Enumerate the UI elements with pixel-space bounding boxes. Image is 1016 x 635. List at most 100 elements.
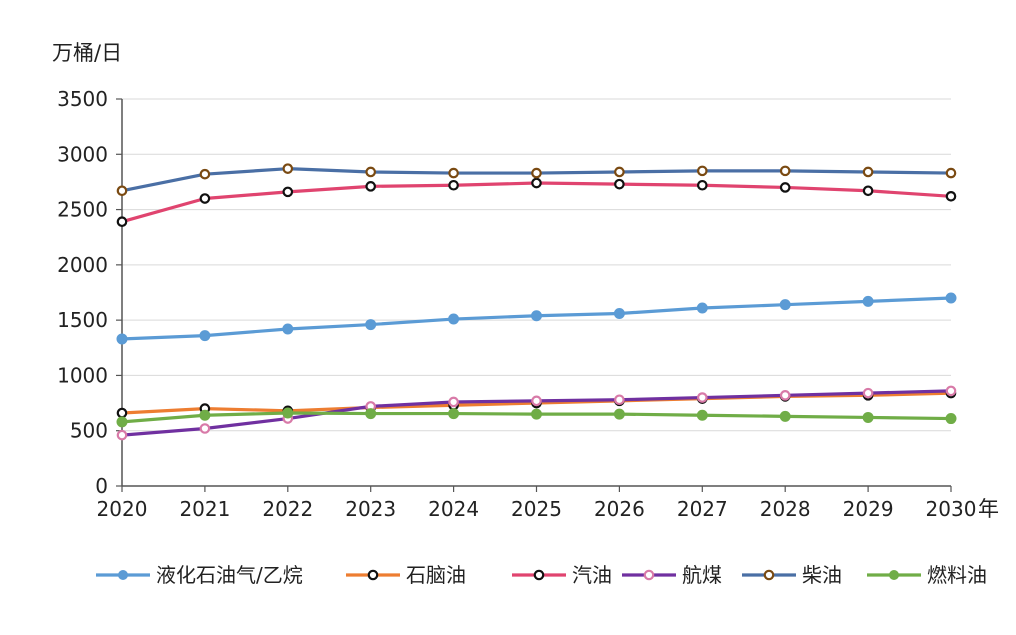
series-6: [116, 407, 957, 428]
y-tick-label: 1500: [57, 308, 108, 332]
data-point: [945, 413, 957, 425]
data-point: [531, 395, 542, 407]
data-point: [613, 308, 625, 320]
legend-label: 燃料油: [927, 563, 987, 587]
legend: 液化石油气/乙烷 石脑油 汽油 航煤 柴油 燃料油: [96, 563, 987, 587]
y-tick-labels: 0 500 1000 1500 2000 2500 3000 3500: [57, 87, 108, 498]
data-point: [282, 186, 294, 198]
data-point: [531, 177, 542, 189]
legend-label: 汽油: [572, 563, 612, 587]
legend-item-3: 汽油: [512, 563, 612, 587]
data-point: [116, 416, 128, 428]
x-tick-label: 2020: [97, 497, 148, 521]
legend-item-1: 液化石油气/乙烷: [96, 563, 303, 587]
data-point: [116, 216, 128, 228]
data-point: [448, 179, 459, 191]
legend-marker: [118, 570, 128, 580]
data-point: [531, 408, 542, 420]
legend-marker: [367, 569, 379, 581]
data-point: [199, 330, 211, 342]
x-tick-label: 2022: [262, 497, 313, 521]
data-point: [282, 407, 294, 419]
x-tick-label: 2024: [428, 497, 479, 521]
series-line: [120, 181, 953, 224]
series-3: [116, 177, 957, 228]
data-point: [614, 178, 625, 190]
data-point: [365, 181, 376, 192]
data-point: [613, 408, 625, 420]
data-point: [614, 394, 625, 406]
data-point: [448, 313, 460, 325]
gridlines: [122, 98, 951, 432]
data-point: [199, 423, 211, 434]
legend-label: 石脑油: [406, 563, 466, 587]
data-point: [531, 167, 542, 179]
data-point: [945, 191, 957, 202]
data-point: [696, 302, 708, 314]
data-point: [862, 295, 874, 307]
series-4: [116, 385, 957, 441]
y-tick-label: 500: [70, 419, 108, 443]
data-point: [945, 385, 957, 397]
x-tick-label: 2028: [760, 497, 811, 521]
y-tick-label: 2500: [57, 198, 108, 222]
y-axis-label: 万桶/日: [52, 41, 122, 65]
legend-marker: [643, 569, 655, 581]
data-point: [282, 323, 294, 335]
legend-item-2: 石脑油: [346, 563, 466, 587]
series-lines: [116, 163, 957, 441]
y-tick-label: 1000: [57, 363, 108, 387]
data-point: [779, 299, 791, 311]
data-point: [862, 166, 874, 178]
data-point: [199, 168, 211, 180]
x-tick-label: 2025: [511, 497, 562, 521]
data-point: [696, 392, 708, 403]
legend-marker: [533, 569, 545, 581]
x-tick-label: 2027: [677, 497, 728, 521]
x-tick-label: 2026: [594, 497, 645, 521]
x-axis-label: 年: [978, 497, 999, 521]
data-point: [614, 166, 625, 178]
data-point: [282, 163, 294, 174]
data-point: [531, 310, 542, 322]
series-1: [116, 292, 957, 345]
x-tick-label: 2029: [843, 497, 894, 521]
data-point: [116, 429, 128, 441]
data-point: [779, 390, 791, 401]
data-point: [116, 407, 128, 419]
data-point: [365, 319, 377, 331]
series-5: [116, 163, 957, 197]
data-point: [862, 387, 874, 399]
data-point: [696, 165, 708, 177]
legend-item-5: 柴油: [742, 563, 842, 587]
data-point: [945, 167, 957, 179]
legend-marker: [889, 570, 899, 580]
axes: [116, 98, 952, 492]
legend-item-4: 航煤: [622, 563, 722, 587]
legend-label: 航煤: [682, 563, 722, 587]
data-point: [365, 166, 376, 178]
data-point: [696, 179, 708, 191]
data-point: [779, 182, 791, 193]
data-point: [779, 165, 791, 177]
data-point: [365, 408, 377, 420]
data-point: [696, 409, 708, 421]
data-point: [448, 167, 459, 179]
y-tick-label: 3000: [57, 142, 108, 166]
x-tick-label: 2021: [179, 497, 230, 521]
x-tick-labels: 2020 2021 2022 2023 2024 2025 2026 2027 2028 2029…: [97, 497, 977, 521]
legend-item-6: 燃料油: [867, 563, 987, 587]
data-point: [862, 185, 874, 197]
data-point: [199, 409, 211, 421]
legend-label: 柴油: [802, 563, 842, 587]
data-point: [116, 185, 128, 197]
data-point: [779, 410, 791, 422]
data-point: [116, 333, 128, 345]
y-tick-label: 0: [95, 474, 108, 498]
y-tick-label: 2000: [57, 253, 108, 277]
data-point: [945, 292, 957, 304]
x-tick-label: 2030: [926, 497, 977, 521]
y-tick-label: 3500: [57, 87, 108, 111]
data-point: [448, 408, 460, 420]
